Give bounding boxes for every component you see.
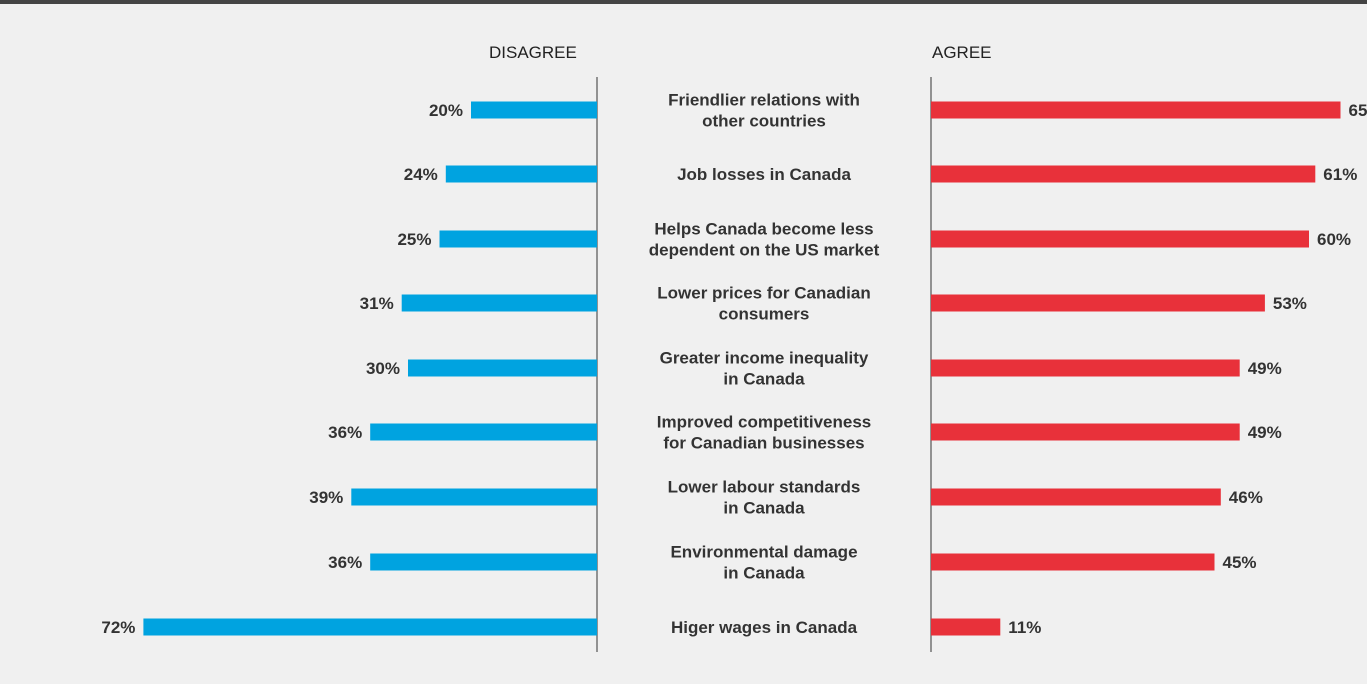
disagree-value-label: 39% [309,488,343,507]
disagree-value-label: 30% [366,359,400,378]
agree-value-label: 49% [1248,359,1282,378]
disagree-bar [351,488,597,506]
disagree-bar [401,294,597,312]
disagree-value-label: 36% [328,553,362,572]
agree-bar [931,488,1221,506]
disagree-bar [370,553,597,571]
category-label: Helps Canada become less [654,220,873,239]
disagree-value-label: 20% [429,101,463,120]
disagree-value-label: 72% [101,618,135,637]
category-label: Environmental damage [670,543,857,562]
agree-value-label: 49% [1248,423,1282,442]
agree-bar [931,553,1215,571]
disagree-value-label: 36% [328,423,362,442]
category-label: other countries [702,112,826,131]
disagree-value-label: 25% [397,230,431,249]
agree-header: AGREE [932,43,992,62]
category-label: Improved competitiveness [657,413,871,432]
category-label: Higer wages in Canada [671,618,858,637]
agree-bar [931,101,1341,119]
agree-value-label: 65% [1349,101,1367,120]
agree-bar [931,165,1316,183]
disagree-bar [370,423,597,441]
agree-bar [931,230,1309,248]
disagree-bar [408,359,597,377]
category-label: dependent on the US market [649,241,880,260]
category-label: in Canada [723,499,805,518]
disagree-bar [445,165,597,183]
disagree-value-label: 31% [360,294,394,313]
agree-bar [931,294,1265,312]
agree-bar [931,423,1240,441]
category-label: in Canada [723,564,805,583]
agree-value-label: 61% [1323,165,1357,184]
agree-value-label: 60% [1317,230,1351,249]
agree-bar [931,618,1001,636]
disagree-header: DISAGREE [489,43,577,62]
category-label: Lower labour standards [668,478,861,497]
agree-bar [931,359,1240,377]
category-label: Greater income inequality [660,349,869,368]
agree-value-label: 46% [1229,488,1263,507]
agree-value-label: 11% [1008,618,1041,637]
category-label: consumers [719,305,810,324]
disagree-value-label: 24% [404,165,438,184]
agree-value-label: 45% [1223,553,1257,572]
top-rule [0,0,1367,4]
disagree-bar [439,230,597,248]
category-label: Friendlier relations with [668,91,860,110]
category-label: in Canada [723,370,805,389]
disagree-bar [471,101,597,119]
category-label: Lower prices for Canadian [657,284,871,303]
disagree-bar [143,618,597,636]
category-label: for Canadian businesses [663,434,864,453]
agree-value-label: 53% [1273,294,1307,313]
category-label: Job losses in Canada [677,165,851,184]
